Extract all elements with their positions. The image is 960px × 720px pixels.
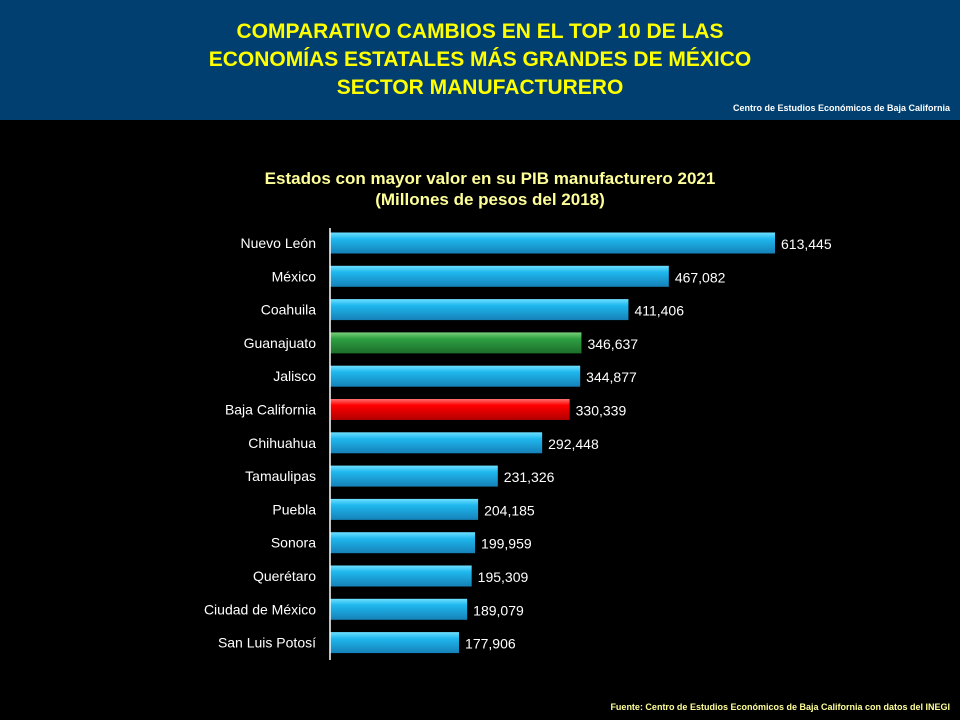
bar (330, 532, 476, 554)
category-label: Jalisco (273, 368, 316, 384)
category-label: México (272, 268, 317, 284)
data-label: 195,309 (478, 569, 529, 585)
data-label: 411,406 (634, 303, 684, 319)
data-label: 346,637 (587, 336, 638, 352)
category-label: Sonora (271, 535, 316, 551)
data-label: 199,959 (481, 536, 532, 552)
data-label: 177,906 (465, 636, 516, 652)
bar (330, 565, 472, 587)
bar (330, 365, 581, 387)
data-label: 613,445 (781, 236, 832, 252)
organization-label: Centro de Estudios Económicos de Baja Ca… (732, 103, 950, 113)
page-title: COMPARATIVO CAMBIOS EN EL TOP 10 DE LAS … (208, 20, 752, 99)
bar (330, 498, 479, 520)
bar (330, 232, 775, 254)
category-label: Tamaulipas (245, 468, 316, 484)
category-label: Puebla (272, 501, 316, 517)
bar (330, 265, 669, 287)
category-label: San Luis Potosí (218, 635, 316, 651)
data-label: 231,326 (504, 469, 555, 485)
bar (330, 399, 570, 420)
bar (330, 598, 468, 620)
data-label: 189,079 (473, 602, 524, 618)
category-label: Chihuahua (248, 435, 316, 451)
category-label: Nuevo León (240, 235, 316, 251)
bar (330, 332, 582, 354)
header-banner: COMPARATIVO CAMBIOS EN EL TOP 10 DE LAS … (0, 0, 960, 120)
category-label: Querétaro (253, 568, 316, 584)
bar (330, 432, 543, 454)
source-footnote: Fuente: Centro de Estudios Económicos de… (610, 702, 950, 712)
data-label: 292,448 (548, 436, 599, 452)
category-label: Ciudad de México (204, 601, 316, 617)
chart-subtitle: (Millones de pesos del 2018) (375, 190, 605, 209)
chart-title: Estados con mayor valor en su PIB manufa… (0, 168, 960, 210)
bar (330, 299, 629, 321)
data-label: 330,339 (576, 403, 627, 419)
data-label: 204,185 (484, 502, 535, 518)
category-label: Baja California (225, 402, 316, 418)
data-label: 467,082 (675, 269, 726, 285)
category-label: Guanajuato (244, 335, 317, 351)
category-label: Coahuila (261, 302, 316, 318)
chart-title-main: Estados con mayor valor en su PIB manufa… (264, 169, 716, 188)
bar (330, 632, 460, 654)
bar (330, 465, 498, 487)
data-label: 344,877 (586, 369, 637, 385)
